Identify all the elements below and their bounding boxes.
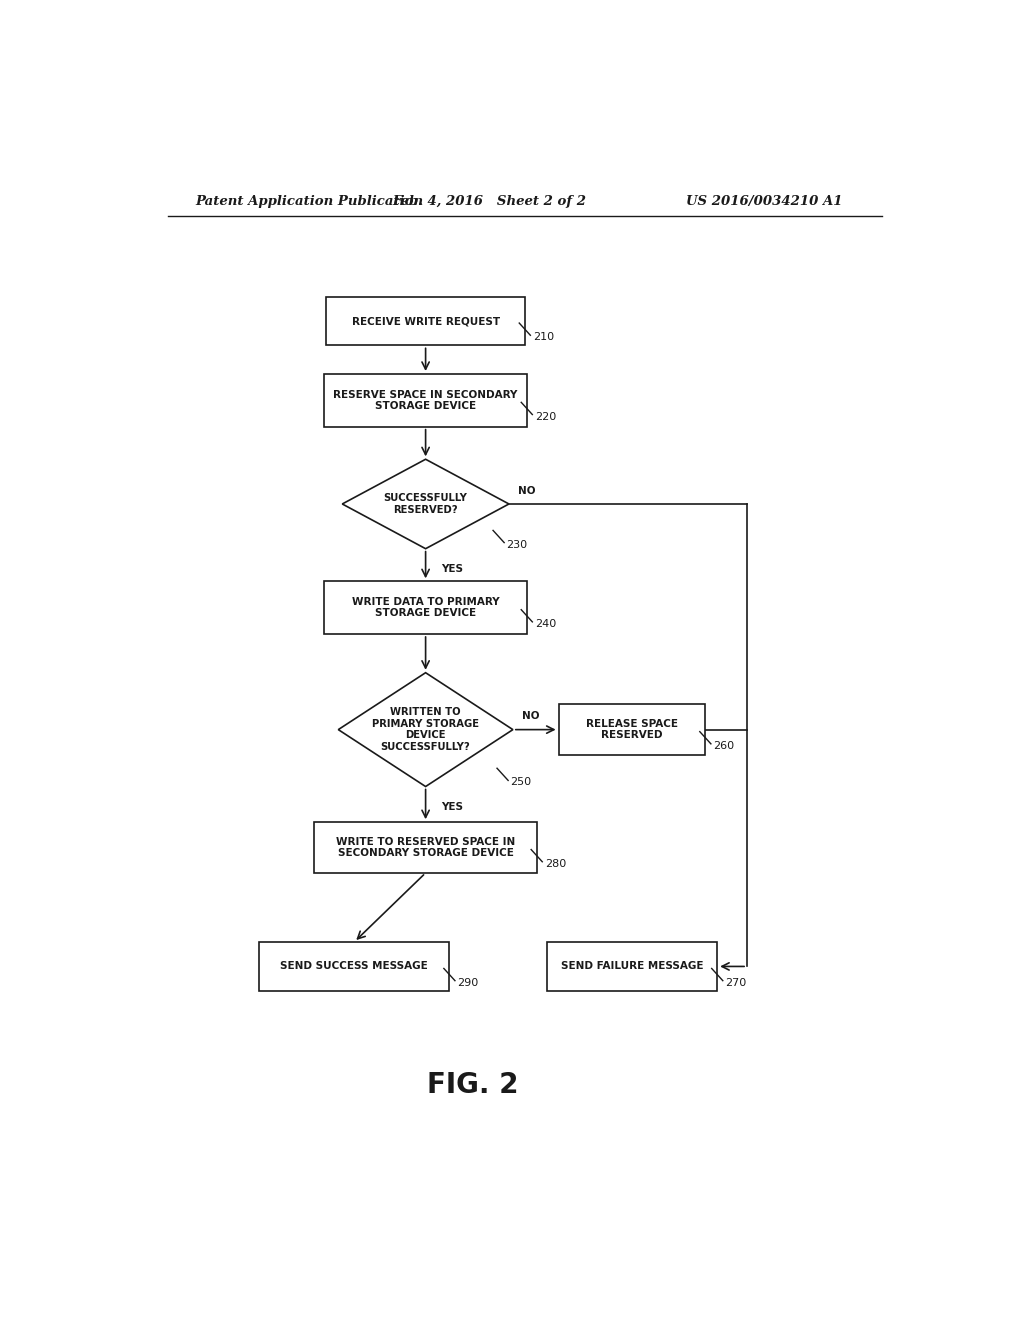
Text: WRITTEN TO
PRIMARY STORAGE
DEVICE
SUCCESSFULLY?: WRITTEN TO PRIMARY STORAGE DEVICE SUCCES… <box>372 708 479 752</box>
Polygon shape <box>338 673 513 787</box>
Text: US 2016/0034210 A1: US 2016/0034210 A1 <box>686 194 842 207</box>
FancyBboxPatch shape <box>325 581 526 634</box>
FancyBboxPatch shape <box>558 704 706 755</box>
Text: SEND SUCCESS MESSAGE: SEND SUCCESS MESSAGE <box>281 961 428 972</box>
Text: NO: NO <box>518 486 536 496</box>
FancyBboxPatch shape <box>325 374 526 426</box>
Text: 290: 290 <box>458 978 478 987</box>
FancyBboxPatch shape <box>327 297 524 346</box>
Text: WRITE TO RESERVED SPACE IN
SECONDARY STORAGE DEVICE: WRITE TO RESERVED SPACE IN SECONDARY STO… <box>336 837 515 858</box>
Text: RESERVE SPACE IN SECONDARY
STORAGE DEVICE: RESERVE SPACE IN SECONDARY STORAGE DEVIC… <box>334 389 518 411</box>
Text: Patent Application Publication: Patent Application Publication <box>196 194 424 207</box>
Polygon shape <box>342 459 509 549</box>
Text: RELEASE SPACE
RESERVED: RELEASE SPACE RESERVED <box>586 719 678 741</box>
FancyBboxPatch shape <box>314 822 537 873</box>
Text: 230: 230 <box>507 540 527 549</box>
Text: FIG. 2: FIG. 2 <box>427 1072 519 1100</box>
Text: 270: 270 <box>725 978 746 987</box>
FancyBboxPatch shape <box>259 942 450 991</box>
Text: 280: 280 <box>545 859 566 869</box>
FancyBboxPatch shape <box>547 942 717 991</box>
Text: 260: 260 <box>714 741 734 751</box>
Text: YES: YES <box>441 564 464 574</box>
Text: 210: 210 <box>532 333 554 342</box>
Text: 220: 220 <box>535 412 556 421</box>
Text: NO: NO <box>522 711 540 722</box>
Text: WRITE DATA TO PRIMARY
STORAGE DEVICE: WRITE DATA TO PRIMARY STORAGE DEVICE <box>352 597 500 619</box>
Text: YES: YES <box>441 801 464 812</box>
Text: SUCCESSFULLY
RESERVED?: SUCCESSFULLY RESERVED? <box>384 494 468 515</box>
Text: 240: 240 <box>535 619 556 628</box>
Text: Feb. 4, 2016   Sheet 2 of 2: Feb. 4, 2016 Sheet 2 of 2 <box>392 194 586 207</box>
Text: SEND FAILURE MESSAGE: SEND FAILURE MESSAGE <box>561 961 703 972</box>
Text: 250: 250 <box>511 777 531 788</box>
Text: RECEIVE WRITE REQUEST: RECEIVE WRITE REQUEST <box>351 315 500 326</box>
